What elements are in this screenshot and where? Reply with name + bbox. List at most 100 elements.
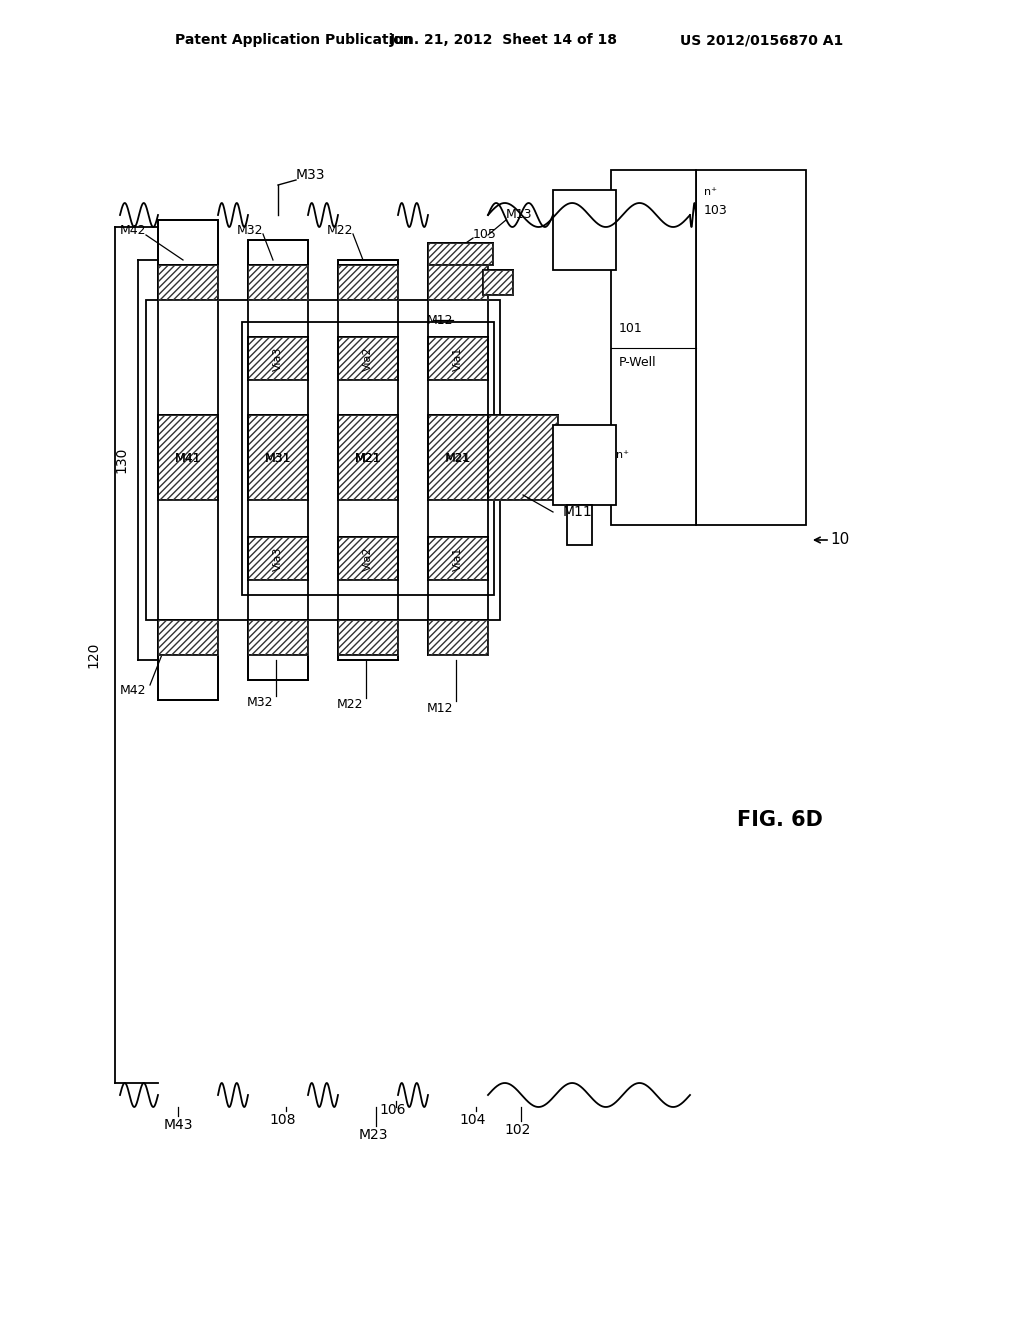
Text: 103: 103 bbox=[705, 203, 728, 216]
Bar bbox=[483, 271, 513, 294]
Bar bbox=[248, 240, 308, 680]
Bar bbox=[428, 620, 488, 655]
Bar bbox=[428, 414, 488, 500]
Bar bbox=[553, 190, 616, 271]
Text: 102: 102 bbox=[505, 1123, 531, 1137]
Bar bbox=[338, 537, 398, 579]
Text: M11: M11 bbox=[563, 506, 593, 519]
Bar bbox=[242, 322, 494, 595]
Bar bbox=[248, 337, 308, 380]
Bar bbox=[488, 414, 558, 500]
Text: M33: M33 bbox=[296, 168, 326, 182]
Bar bbox=[158, 620, 218, 655]
Text: M21: M21 bbox=[354, 451, 381, 465]
Bar bbox=[338, 337, 398, 380]
Bar bbox=[428, 414, 488, 500]
Bar bbox=[338, 620, 398, 655]
Bar bbox=[248, 414, 308, 500]
Bar bbox=[428, 537, 488, 579]
Bar bbox=[338, 265, 398, 300]
Text: 130: 130 bbox=[114, 446, 128, 473]
Bar bbox=[248, 620, 308, 655]
Bar bbox=[338, 620, 398, 655]
Bar bbox=[158, 414, 218, 500]
Bar bbox=[428, 337, 488, 380]
Text: 101: 101 bbox=[618, 322, 643, 334]
Bar bbox=[428, 620, 488, 655]
Bar bbox=[248, 537, 308, 579]
Text: FIG. 6D: FIG. 6D bbox=[737, 810, 823, 830]
Text: 104: 104 bbox=[460, 1113, 486, 1127]
Bar bbox=[696, 170, 806, 525]
Text: M32: M32 bbox=[237, 223, 263, 236]
Text: M41: M41 bbox=[175, 451, 202, 465]
Bar bbox=[338, 537, 398, 579]
Bar bbox=[338, 537, 398, 579]
Bar bbox=[158, 220, 218, 700]
Bar bbox=[338, 537, 398, 579]
Text: Via1: Via1 bbox=[453, 546, 463, 572]
Text: M31: M31 bbox=[265, 451, 291, 465]
Text: Via1: Via1 bbox=[453, 347, 463, 371]
Bar bbox=[158, 620, 218, 655]
Text: M23: M23 bbox=[358, 1129, 388, 1142]
Bar bbox=[428, 620, 488, 655]
Text: Via2: Via2 bbox=[362, 347, 373, 371]
Bar bbox=[248, 240, 308, 680]
Bar bbox=[428, 265, 488, 300]
Bar bbox=[483, 271, 513, 294]
Text: 120: 120 bbox=[86, 642, 100, 668]
Bar bbox=[248, 620, 308, 655]
Text: M21: M21 bbox=[354, 451, 381, 465]
Bar bbox=[158, 414, 218, 500]
Bar bbox=[488, 414, 558, 500]
Bar bbox=[248, 414, 308, 500]
Bar bbox=[338, 260, 398, 660]
Text: M42: M42 bbox=[120, 684, 146, 697]
Bar bbox=[428, 537, 488, 579]
Text: M21: M21 bbox=[444, 451, 471, 465]
Bar bbox=[248, 620, 308, 655]
Bar bbox=[248, 414, 308, 500]
Text: M13: M13 bbox=[506, 209, 532, 222]
Bar bbox=[428, 414, 488, 500]
Bar bbox=[158, 620, 218, 655]
Bar bbox=[428, 265, 488, 300]
Bar bbox=[483, 271, 513, 294]
Bar bbox=[553, 425, 616, 506]
Text: M41: M41 bbox=[175, 451, 202, 465]
Text: Via3: Via3 bbox=[273, 347, 283, 371]
Bar bbox=[428, 337, 488, 380]
Bar bbox=[428, 337, 488, 380]
Bar bbox=[338, 337, 398, 380]
Bar bbox=[248, 337, 308, 380]
Bar bbox=[158, 620, 218, 655]
Bar bbox=[338, 620, 398, 655]
Bar bbox=[248, 414, 308, 500]
Bar bbox=[488, 414, 558, 500]
Bar bbox=[428, 537, 488, 579]
Bar bbox=[338, 265, 398, 300]
Bar bbox=[158, 265, 218, 300]
Bar bbox=[488, 414, 558, 500]
Text: M12: M12 bbox=[427, 314, 453, 326]
Text: 108: 108 bbox=[269, 1113, 296, 1127]
Bar bbox=[158, 265, 218, 300]
Text: Via3: Via3 bbox=[273, 546, 283, 572]
Bar bbox=[338, 260, 398, 660]
Text: M42: M42 bbox=[120, 223, 146, 236]
Bar bbox=[428, 243, 493, 265]
Bar bbox=[338, 414, 398, 500]
Bar bbox=[338, 337, 398, 380]
Bar bbox=[483, 271, 513, 294]
Bar bbox=[248, 537, 308, 579]
Bar bbox=[428, 620, 488, 655]
Bar bbox=[248, 537, 308, 579]
Bar bbox=[158, 265, 218, 300]
Text: n⁺: n⁺ bbox=[616, 450, 629, 459]
Bar bbox=[248, 337, 308, 380]
Text: M31: M31 bbox=[265, 451, 291, 465]
Text: P-Well: P-Well bbox=[618, 356, 656, 370]
Text: 106: 106 bbox=[380, 1104, 407, 1117]
Bar bbox=[338, 337, 398, 380]
